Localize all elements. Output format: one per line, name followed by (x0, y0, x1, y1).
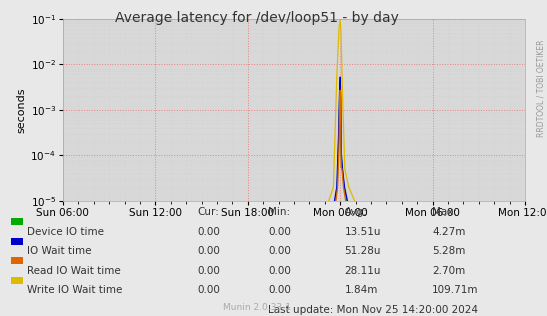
Text: Device IO time: Device IO time (27, 227, 104, 237)
Text: Write IO Wait time: Write IO Wait time (27, 285, 123, 295)
Text: 28.11u: 28.11u (345, 266, 381, 276)
Text: 0.00: 0.00 (268, 227, 291, 237)
Text: 0.00: 0.00 (197, 266, 220, 276)
Text: 0.00: 0.00 (268, 246, 291, 256)
Text: 2.70m: 2.70m (432, 266, 465, 276)
Text: 0.00: 0.00 (197, 227, 220, 237)
Text: 0.00: 0.00 (268, 266, 291, 276)
Text: Cur:: Cur: (197, 207, 219, 217)
Text: 4.27m: 4.27m (432, 227, 465, 237)
Text: Avg:: Avg: (345, 207, 368, 217)
Text: 5.28m: 5.28m (432, 246, 465, 256)
Text: RRDTOOL / TOBI OETIKER: RRDTOOL / TOBI OETIKER (537, 40, 545, 137)
Text: Max:: Max: (432, 207, 457, 217)
Text: IO Wait time: IO Wait time (27, 246, 92, 256)
Text: 13.51u: 13.51u (345, 227, 381, 237)
Text: 0.00: 0.00 (197, 285, 220, 295)
Text: Read IO Wait time: Read IO Wait time (27, 266, 121, 276)
Text: 51.28u: 51.28u (345, 246, 381, 256)
Text: 0.00: 0.00 (197, 246, 220, 256)
Text: 0.00: 0.00 (268, 285, 291, 295)
Text: 1.84m: 1.84m (345, 285, 378, 295)
Text: Last update: Mon Nov 25 14:20:00 2024: Last update: Mon Nov 25 14:20:00 2024 (268, 305, 478, 315)
Text: 109.71m: 109.71m (432, 285, 479, 295)
Text: Min:: Min: (268, 207, 290, 217)
Y-axis label: seconds: seconds (16, 87, 26, 132)
Text: Average latency for /dev/loop51 - by day: Average latency for /dev/loop51 - by day (115, 11, 399, 25)
Text: Munin 2.0.33-1: Munin 2.0.33-1 (223, 303, 291, 312)
